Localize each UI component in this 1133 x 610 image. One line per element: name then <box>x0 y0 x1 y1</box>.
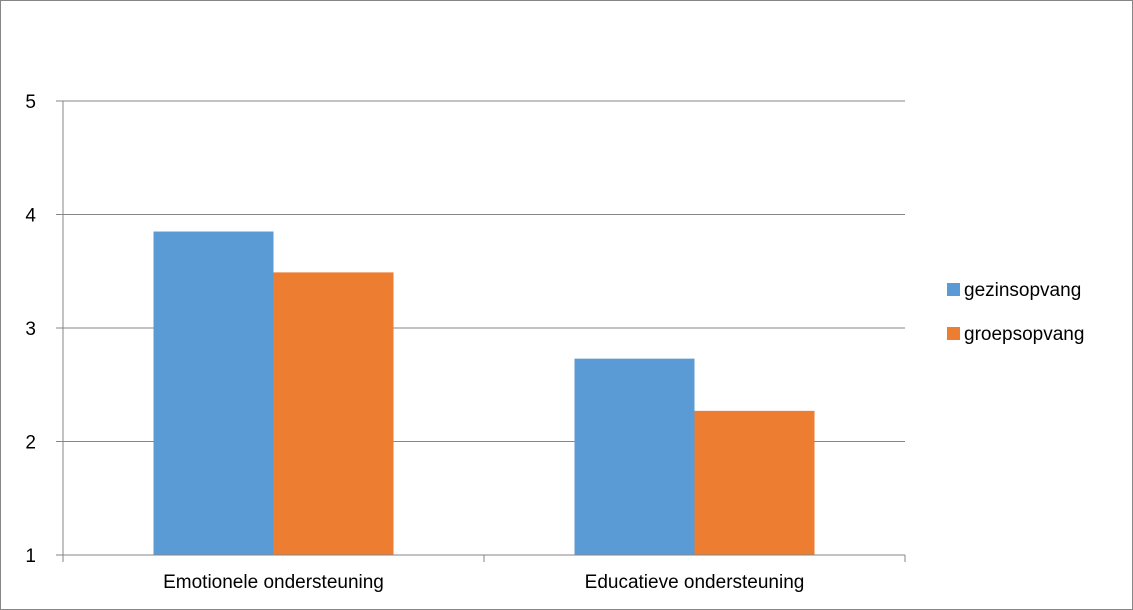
y-tick-label-2: 2 <box>25 433 36 454</box>
x-axis-labels: Emotionele ondersteuning Educatieve onder… <box>163 572 804 593</box>
x-tick-label-1: Educatieve ondersteuning <box>585 572 805 593</box>
y-tick-label-5: 5 <box>25 92 36 113</box>
bar-groepsopvang-1 <box>694 410 815 555</box>
legend-label-gezinsopvang: gezinsopvang <box>964 280 1081 301</box>
legend-swatch-gezinsopvang <box>947 283 960 296</box>
legend: gezinsopvang groepsopvang <box>947 280 1084 345</box>
y-axis-labels: 1 2 3 4 5 <box>25 92 36 567</box>
bars <box>153 231 815 555</box>
bar-gezinsopvang-1 <box>574 358 695 555</box>
bar-gezinsopvang-0 <box>153 231 274 555</box>
y-tick-label-3: 3 <box>25 319 36 340</box>
y-tick-label-1: 1 <box>25 546 36 567</box>
legend-label-groepsopvang: groepsopvang <box>964 324 1084 345</box>
y-tick-label-4: 4 <box>25 206 36 227</box>
x-tick-label-0: Emotionele ondersteuning <box>163 572 384 593</box>
axes <box>56 100 906 562</box>
bar-groepsopvang-0 <box>273 272 394 555</box>
legend-swatch-groepsopvang <box>947 327 960 340</box>
